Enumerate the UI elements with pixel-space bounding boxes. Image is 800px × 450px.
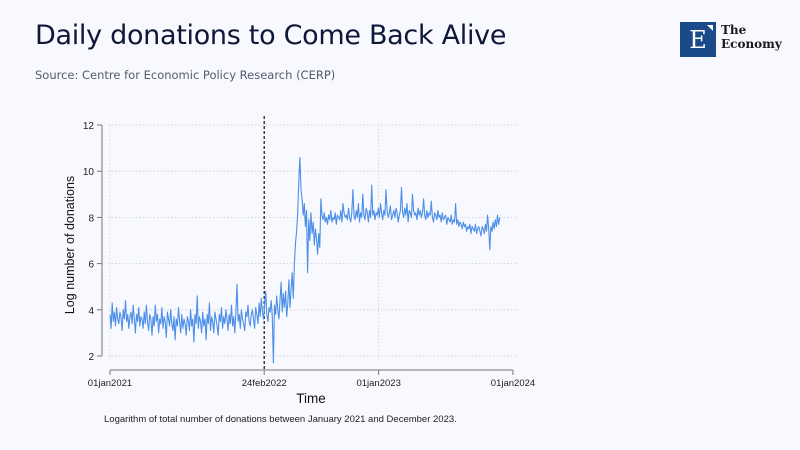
x-tick-label: 01jan2021 xyxy=(88,378,132,389)
logo-line-2: Economy xyxy=(721,37,782,51)
y-tick-label: 10 xyxy=(83,167,95,178)
series-line xyxy=(109,156,501,364)
logo-corner-icon xyxy=(707,25,713,31)
source-note: Source: Centre for Economic Policy Resea… xyxy=(35,68,336,82)
y-tick-label: 4 xyxy=(88,306,94,317)
y-tick-label: 8 xyxy=(88,213,94,224)
y-tick-label: 6 xyxy=(88,260,94,271)
logo-mark: E xyxy=(680,22,716,57)
x-tick-label: 01jan2024 xyxy=(491,378,535,389)
logo-line-1: The xyxy=(721,23,747,37)
chart-caption: Logarithm of total number of donations b… xyxy=(104,414,457,425)
x-tick-label: 01jan2023 xyxy=(356,378,400,389)
axes xyxy=(101,125,513,371)
logo-letter: E xyxy=(689,26,707,54)
y-tick-label: 2 xyxy=(88,352,94,363)
gridlines xyxy=(108,124,518,360)
y-ticks: 2 4 6 8 10 12 xyxy=(83,121,102,363)
page-title: Daily donations to Come Back Alive xyxy=(35,20,507,51)
the-economy-logo: E The Economy xyxy=(680,22,790,58)
x-ticks: 01jan2021 24feb2022 01jan2023 01jan2024 xyxy=(88,370,535,389)
y-tick-label: 12 xyxy=(83,121,95,132)
x-tick-label: 24feb2022 xyxy=(242,378,287,389)
x-axis-label: Time xyxy=(296,391,326,406)
y-axis-label: Log number of donations xyxy=(63,176,77,314)
logo-wordmark: The Economy xyxy=(721,23,782,51)
